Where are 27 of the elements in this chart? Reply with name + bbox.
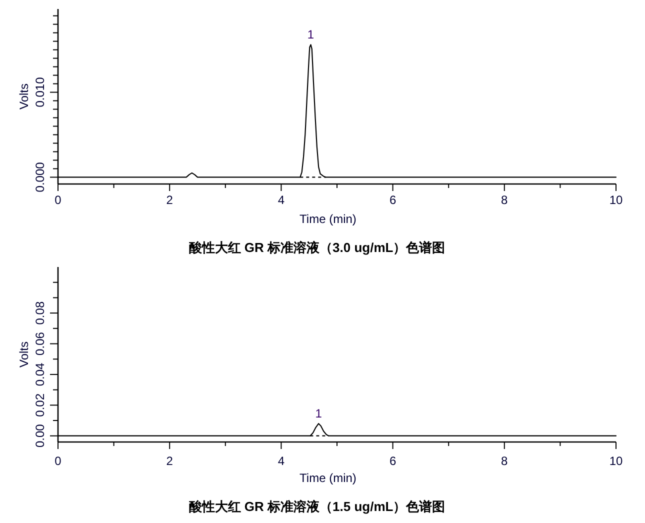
y-tick-label: 0.000 xyxy=(33,162,47,192)
annotation: 1 xyxy=(315,406,322,421)
y-axis-title: Volts xyxy=(17,83,31,110)
annotation: 1 xyxy=(307,28,314,42)
x-tick-label: 2 xyxy=(166,193,174,207)
y-tick-label: 0.08 xyxy=(33,301,47,325)
x-tick-label: 4 xyxy=(278,454,285,468)
y-tick-label: 0.06 xyxy=(33,332,47,356)
x-tick-label: 8 xyxy=(501,454,508,468)
y-tick-label: 0.02 xyxy=(33,393,47,417)
y-tick-label: 0.010 xyxy=(33,76,47,108)
text: 酸性大红 GR 标准溶液（3.0 ug/mL）色谱图 xyxy=(188,240,446,255)
x-tick-label: 10 xyxy=(609,454,623,468)
x-tick-label: 8 xyxy=(501,193,508,207)
x-tick-label: 6 xyxy=(389,454,396,468)
text: 酸性大红 GR 标准溶液（1.5 ug/mL）色谱图 xyxy=(188,499,446,514)
x-tick-label: 2 xyxy=(166,454,174,468)
x-axis-title: Time (min) xyxy=(300,212,356,226)
x-tick-label: 4 xyxy=(278,193,285,207)
x-axis-title: Time (min) xyxy=(300,471,356,485)
x-tick-label: 10 xyxy=(609,193,623,207)
x-tick-label: 0 xyxy=(54,454,62,468)
x-tick-label: 6 xyxy=(389,193,396,207)
y-axis-title: Volts xyxy=(17,341,31,368)
y-tick-label: 0.00 xyxy=(33,424,47,448)
x-tick-label: 0 xyxy=(54,193,62,207)
y-tick-label: 0.04 xyxy=(33,362,47,386)
